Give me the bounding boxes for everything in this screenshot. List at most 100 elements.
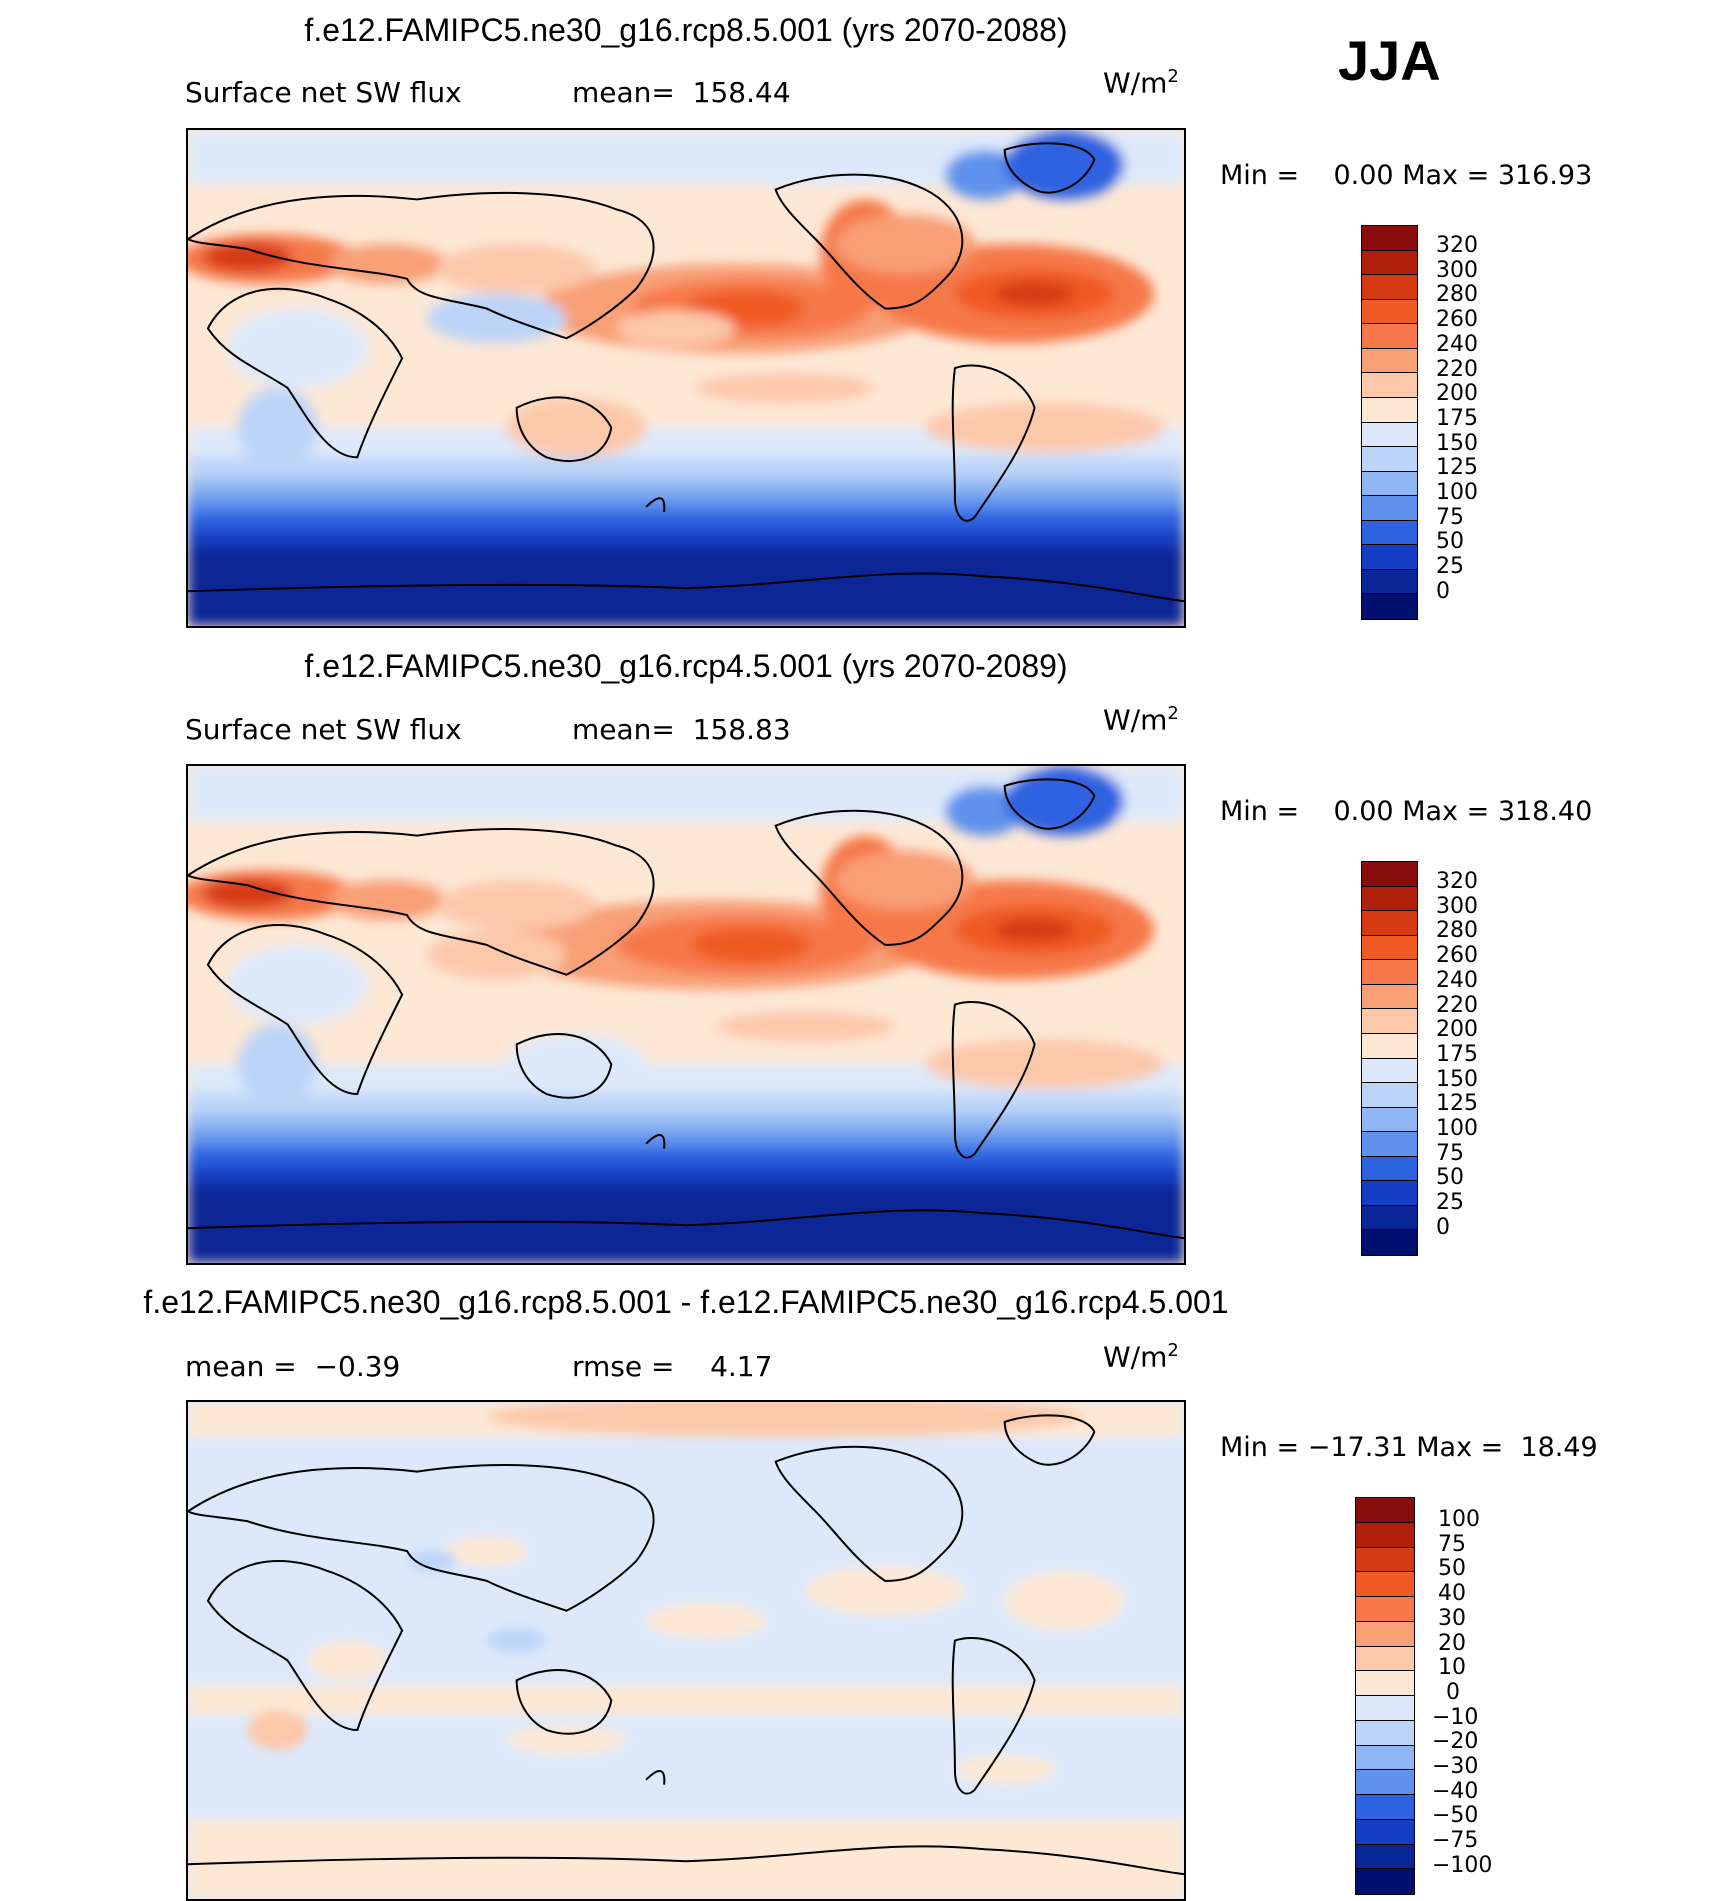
colorbar-segment (1362, 1181, 1417, 1206)
min-max-label: Min = 0.00 Max = 318.40 (1220, 796, 1593, 827)
colorbar-labels: 320 300 280 260 240 220 200 175 150 125 … (1436, 235, 1516, 615)
colorbar-segment (1362, 520, 1417, 546)
colorbar-segment (1356, 1522, 1414, 1548)
map-plot (186, 128, 1186, 628)
colorbar-tick-label: 50 (1438, 1556, 1466, 1582)
colorbar-segment (1356, 1621, 1414, 1647)
colorbar-tick-label: −100 (1432, 1852, 1493, 1878)
colorbar-tick-label: 125 (1436, 455, 1478, 481)
colorbar-segment (1356, 1795, 1414, 1820)
colorbar-tick-label: 10 (1438, 1655, 1466, 1681)
colorbar-segment (1362, 545, 1417, 570)
colorbar-tick-label: 75 (1436, 1140, 1464, 1166)
colorbar-segment (1356, 1572, 1414, 1597)
colorbar-segment (1356, 1720, 1414, 1746)
colorbar-tick-label: 220 (1436, 992, 1478, 1018)
units-label: W/m2 (1103, 66, 1179, 100)
colorbar-segment (1356, 1745, 1414, 1771)
colorbar-tick-label: 75 (1436, 504, 1464, 530)
colorbar-segment (1362, 960, 1417, 985)
mean-label: mean = −0.39 (185, 1350, 401, 1383)
colorbar-segment (1362, 471, 1417, 497)
colorbar-segment (1362, 447, 1417, 472)
colorbar-tick-label: 40 (1438, 1581, 1466, 1607)
colorbar-tick-label: 200 (1436, 381, 1478, 407)
colorbar-segment (1356, 1597, 1414, 1622)
colorbar-segment (1356, 1819, 1414, 1845)
colorbar-segment (1362, 1033, 1417, 1059)
colorbar-segment (1362, 935, 1417, 961)
colorbar-tick-label: 280 (1436, 918, 1478, 944)
colorbar-tick-label: 260 (1436, 307, 1478, 333)
colorbar-tick-label: 0 (1446, 1679, 1460, 1705)
coastlines (188, 778, 1184, 1240)
colorbar-segment (1356, 1696, 1414, 1721)
colorbar-tick-label: −50 (1432, 1803, 1479, 1829)
colorbar-segment (1362, 348, 1417, 374)
colorbar-tick-label: 320 (1436, 869, 1478, 894)
colorbar-segment (1362, 886, 1417, 912)
rmse-label: rmse = 4.17 (572, 1350, 773, 1383)
colorbar-labels: 320 300 280 260 240 220 200 175 150 125 … (1436, 871, 1516, 1251)
colorbar-segment (1362, 1009, 1417, 1034)
mean-label: mean= 158.44 (572, 76, 791, 109)
colorbar-segment (1362, 422, 1417, 448)
variable-label: Surface net SW flux (185, 713, 462, 746)
colorbar-tick-label: −10 (1432, 1704, 1479, 1730)
colorbar-segment (1362, 911, 1417, 936)
colorbar-segment (1362, 1083, 1417, 1108)
colorbar-tick-label: 25 (1436, 554, 1464, 580)
colorbar-tick-label: 260 (1436, 943, 1478, 969)
colorbar-tick-label: 75 (1438, 1531, 1466, 1557)
colorbar-segment (1362, 226, 1417, 251)
colorbar-segment (1362, 984, 1417, 1010)
colorbar-segment (1356, 1498, 1414, 1523)
colorbar-tick-label: −20 (1432, 1729, 1479, 1755)
shaded-field (188, 130, 1184, 626)
map-plot (186, 764, 1186, 1265)
colorbar-tick-label: 240 (1436, 331, 1478, 357)
colorbar-segment (1356, 1770, 1414, 1795)
colorbar-tick-label: 125 (1436, 1091, 1478, 1117)
colorbar-tick-label: 220 (1436, 356, 1478, 382)
colorbar-segment (1362, 1058, 1417, 1084)
colorbar-tick-label: 100 (1436, 480, 1478, 505)
coastlines (188, 142, 1184, 603)
colorbar-tick-label: 20 (1438, 1630, 1466, 1656)
colorbar-tick-label: 100 (1438, 1507, 1480, 1532)
colorbar-segment (1362, 250, 1417, 276)
colorbar-segment (1362, 397, 1417, 423)
variable-label: Surface net SW flux (185, 76, 462, 109)
mean-label: mean= 158.83 (572, 713, 791, 746)
colorbar-segment (1356, 1547, 1414, 1573)
colorbar-segment (1356, 1646, 1414, 1672)
colorbar-tick-label: 0 (1436, 578, 1450, 604)
panel-title: f.e12.FAMIPC5.ne30_g16.rcp4.5.001 (yrs 2… (304, 648, 1068, 684)
colorbar-tick-label: −75 (1432, 1828, 1479, 1854)
colorbar-tick-label: 320 (1436, 233, 1478, 258)
colorbar-segment (1362, 1156, 1417, 1182)
shaded-field (188, 1402, 1184, 1899)
colorbar-tick-label: 175 (1436, 1041, 1478, 1067)
colorbar-segment (1356, 1869, 1414, 1894)
colorbar-tick-label: 175 (1436, 405, 1478, 431)
colorbar-tick-label: −30 (1432, 1754, 1479, 1779)
colorbar-tick-label: 100 (1436, 1116, 1478, 1141)
colorbar-segment (1362, 275, 1417, 300)
colorbar-segment (1362, 1107, 1417, 1133)
coastlines (188, 1414, 1184, 1876)
colorbar-segment (1362, 569, 1417, 595)
colorbar-tick-label: 50 (1436, 529, 1464, 555)
colorbar-segment (1362, 496, 1417, 521)
colorbar-segment (1362, 1205, 1417, 1231)
colorbar-tick-label: 50 (1436, 1165, 1464, 1191)
colorbar-tick-label: 300 (1436, 257, 1478, 283)
min-max-label: Min = 0.00 Max = 316.93 (1220, 160, 1593, 191)
panel-title: f.e12.FAMIPC5.ne30_g16.rcp8.5.001 (yrs 2… (304, 12, 1068, 48)
shaded-field (188, 766, 1184, 1263)
colorbar-segment (1362, 373, 1417, 398)
colorbar (1361, 225, 1418, 620)
colorbar-tick-label: 200 (1436, 1017, 1478, 1043)
min-max-label: Min = −17.31 Max = 18.49 (1220, 1432, 1598, 1463)
colorbar-segment (1362, 862, 1417, 887)
